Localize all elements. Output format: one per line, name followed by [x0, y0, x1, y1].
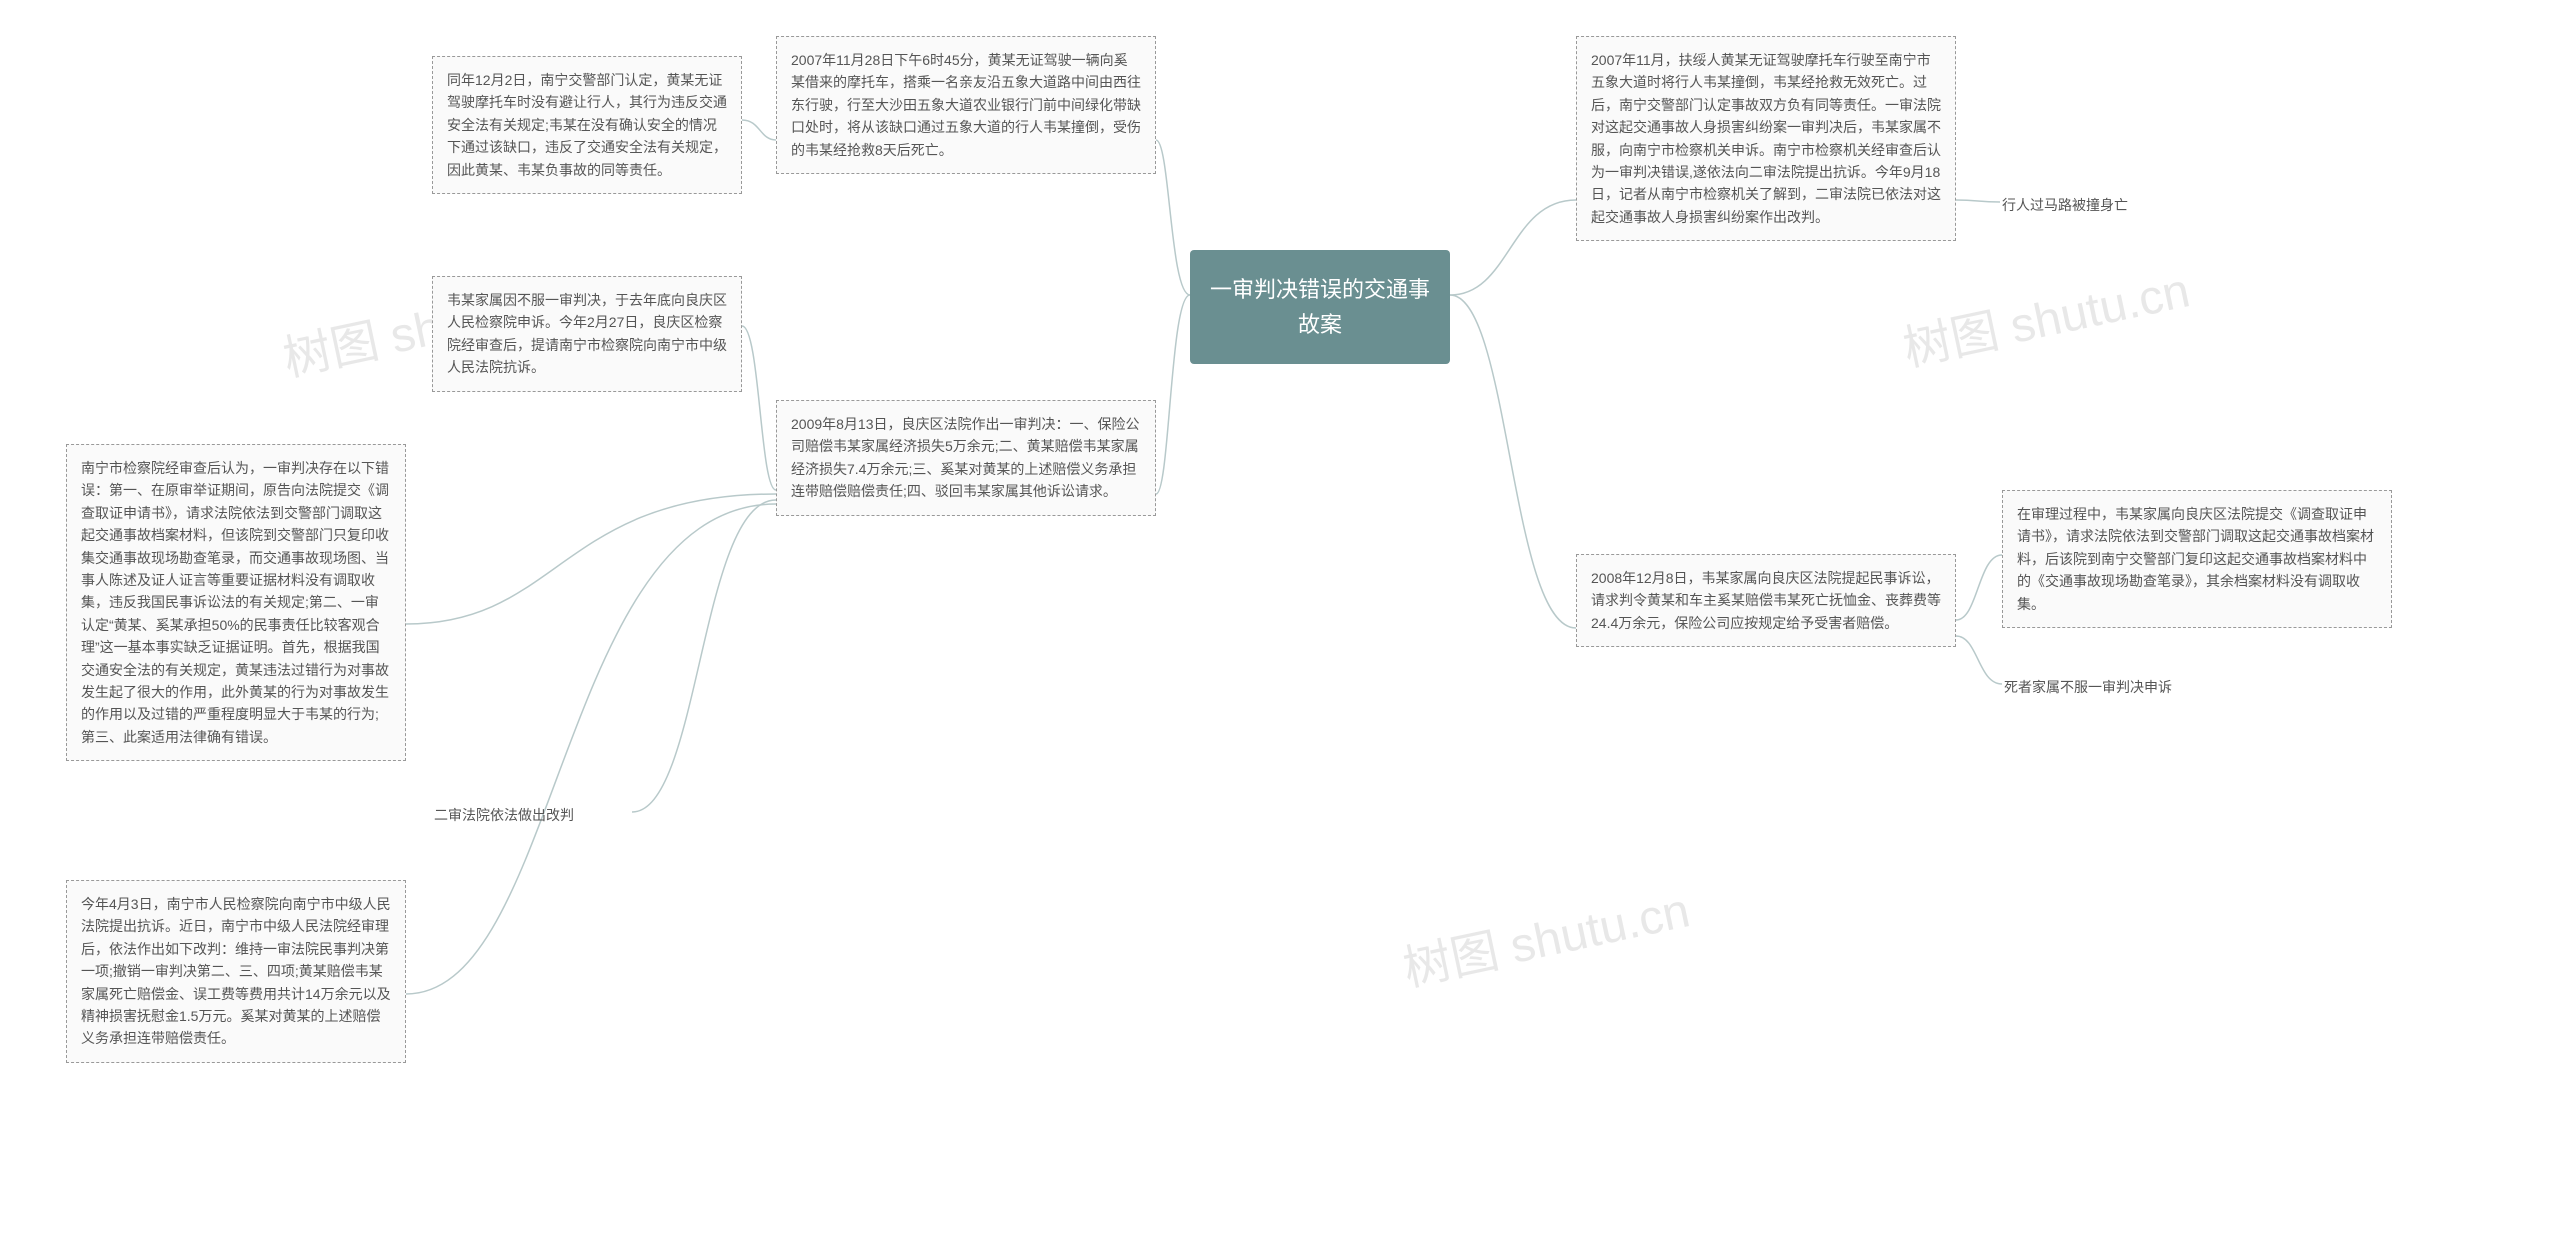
node-text: 2007年11月28日下午6时45分，黄某无证驾驶一辆向奚某借来的摩托车，搭乘一…	[791, 52, 1141, 158]
node-text: 今年4月3日，南宁市人民检察院向南宁市中级人民法院提出抗诉。近日，南宁市中级人民…	[81, 896, 391, 1046]
watermark: 树图 shutu.cn	[1896, 251, 2195, 380]
watermark: 树图 shutu.cn	[1396, 871, 1695, 1000]
node-l1: 2007年11月28日下午6时45分，黄某无证驾驶一辆向奚某借来的摩托车，搭乘一…	[776, 36, 1156, 174]
node-l2-tag: 二审法院依法做出改判	[432, 800, 632, 830]
node-text: 2009年8月13日，良庆区法院作出一审判决：一、保险公司赔偿韦某家属经济损失5…	[791, 416, 1140, 499]
node-text: 死者家属不服一审判决申诉	[2004, 679, 2172, 695]
node-l2: 2009年8月13日，良庆区法院作出一审判决：一、保险公司赔偿韦某家属经济损失5…	[776, 400, 1156, 516]
node-l2c: 今年4月3日，南宁市人民检察院向南宁市中级人民法院提出抗诉。近日，南宁市中级人民…	[66, 880, 406, 1063]
node-l2b: 南宁市检察院经审查后认为，一审判决存在以下错误：第一、在原审举证期间，原告向法院…	[66, 444, 406, 761]
node-r2b: 死者家属不服一审判决申诉	[2002, 672, 2222, 702]
node-text: 同年12月2日，南宁交警部门认定，黄某无证驾驶摩托车时没有避让行人，其行为违反交…	[447, 72, 727, 178]
node-text: 二审法院依法做出改判	[434, 807, 574, 823]
node-r1: 2007年11月，扶绥人黄某无证驾驶摩托车行驶至南宁市五象大道时将行人韦某撞倒，…	[1576, 36, 1956, 241]
node-text: 南宁市检察院经审查后认为，一审判决存在以下错误：第一、在原审举证期间，原告向法院…	[81, 460, 389, 745]
node-text: 行人过马路被撞身亡	[2002, 197, 2128, 213]
node-r1-tag: 行人过马路被撞身亡	[2000, 190, 2180, 220]
node-l2a: 韦某家属因不服一审判决，于去年底向良庆区人民检察院申诉。今年2月27日，良庆区检…	[432, 276, 742, 392]
node-r2: 2008年12月8日，韦某家属向良庆区法院提起民事诉讼，请求判令黄某和车主奚某赔…	[1576, 554, 1956, 647]
node-text: 2007年11月，扶绥人黄某无证驾驶摩托车行驶至南宁市五象大道时将行人韦某撞倒，…	[1591, 52, 1941, 225]
node-text: 2008年12月8日，韦某家属向良庆区法院提起民事诉讼，请求判令黄某和车主奚某赔…	[1591, 570, 1941, 631]
node-l1a: 同年12月2日，南宁交警部门认定，黄某无证驾驶摩托车时没有避让行人，其行为违反交…	[432, 56, 742, 194]
node-r2a: 在审理过程中，韦某家属向良庆区法院提交《调查取证申请书》，请求法院依法到交警部门…	[2002, 490, 2392, 628]
center-title: 一审判决错误的交通事故案	[1210, 277, 1430, 337]
node-text: 在审理过程中，韦某家属向良庆区法院提交《调查取证申请书》，请求法院依法到交警部门…	[2017, 506, 2374, 612]
node-text: 韦某家属因不服一审判决，于去年底向良庆区人民检察院申诉。今年2月27日，良庆区检…	[447, 292, 727, 375]
center-node: 一审判决错误的交通事故案	[1190, 250, 1450, 364]
